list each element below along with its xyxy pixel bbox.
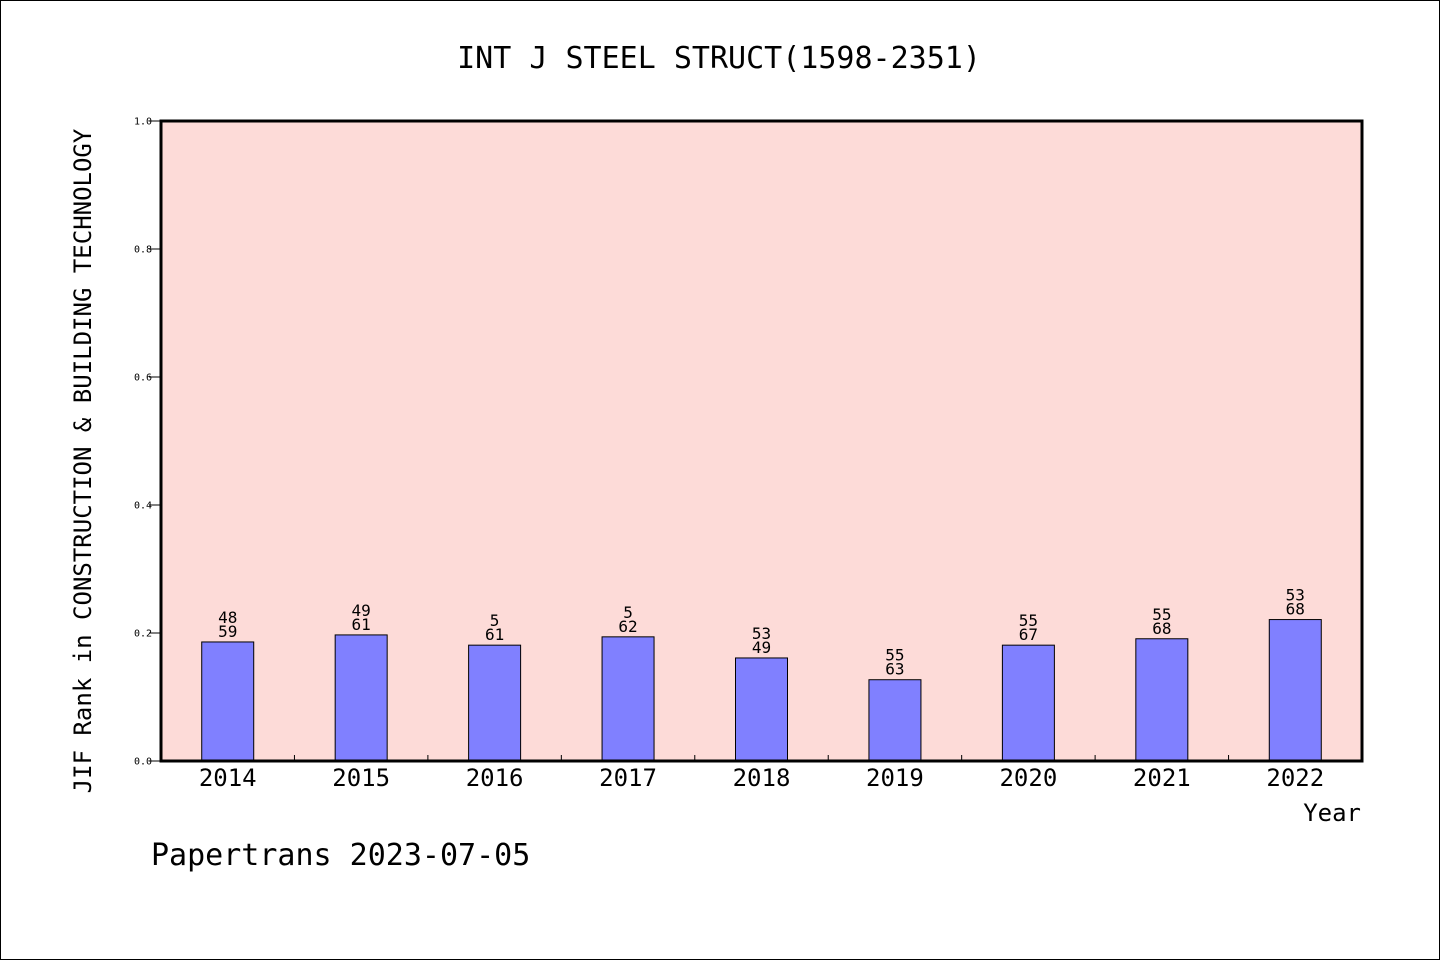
bar-label-top-2016: 5 bbox=[490, 611, 500, 630]
bar-2021 bbox=[1135, 638, 1189, 762]
bar-label-top-2022: 53 bbox=[1286, 586, 1305, 605]
bar-label-bottom-2018: 49 bbox=[752, 638, 771, 657]
chart-title: INT J STEEL STRUCT(1598-2351) bbox=[457, 41, 981, 76]
bar-2022 bbox=[1268, 619, 1322, 762]
x-tick-label-2015: 2015 bbox=[332, 764, 390, 792]
y-tick-label-0.0: 0.0 bbox=[134, 757, 152, 768]
bar-label-bottom-2015: 61 bbox=[352, 615, 371, 634]
bar-label-bottom-2019: 63 bbox=[885, 660, 904, 679]
bar-2014 bbox=[201, 641, 255, 762]
plot-border bbox=[159, 119, 1364, 763]
x-tick-label-2019: 2019 bbox=[866, 764, 924, 792]
y-tick-label-0.4: 0.4 bbox=[134, 501, 152, 512]
bar-2015 bbox=[334, 634, 388, 762]
x-tick-label-2018: 2018 bbox=[733, 764, 791, 792]
bar-2020 bbox=[1001, 644, 1055, 762]
bar-2017 bbox=[601, 636, 655, 762]
bar-label-bottom-2022: 68 bbox=[1286, 600, 1305, 619]
bar-label-top-2018: 53 bbox=[752, 624, 771, 643]
bar-2018 bbox=[735, 657, 788, 762]
bar-label-top-2020: 55 bbox=[1019, 611, 1038, 630]
y-tick-label-0.8: 0.8 bbox=[134, 245, 152, 256]
bar-label-top-2021: 55 bbox=[1152, 605, 1171, 624]
x-tick-label-2014: 2014 bbox=[199, 764, 257, 792]
x-tick-label-2020: 2020 bbox=[999, 764, 1057, 792]
bar-label-bottom-2014: 59 bbox=[218, 622, 237, 641]
bar-label-bottom-2020: 67 bbox=[1019, 625, 1038, 644]
x-tick-label-2021: 2021 bbox=[1133, 764, 1191, 792]
bar-label-top-2019: 55 bbox=[885, 646, 904, 665]
bar-2019 bbox=[868, 679, 922, 762]
x-tick-label-2016: 2016 bbox=[466, 764, 524, 792]
bar-label-bottom-2021: 68 bbox=[1152, 619, 1171, 638]
bar-label-bottom-2017: 62 bbox=[618, 617, 637, 636]
x-tick-label-2022: 2022 bbox=[1266, 764, 1324, 792]
x-axis-label: Year bbox=[1303, 799, 1361, 827]
y-tick-label-1.0: 1.0 bbox=[134, 117, 152, 128]
x-tick-label-2017: 2017 bbox=[599, 764, 657, 792]
bar-label-top-2014: 48 bbox=[218, 608, 237, 627]
bar-2016 bbox=[468, 644, 522, 762]
bar-label-bottom-2016: 61 bbox=[485, 625, 504, 644]
y-axis-label: JIF Rank in CONSTRUCTION & BUILDING TECH… bbox=[69, 128, 97, 793]
footer-text: Papertrans 2023-07-05 bbox=[151, 838, 530, 873]
y-tick-label-0.6: 0.6 bbox=[134, 373, 152, 384]
y-tick-label-0.2: 0.2 bbox=[134, 629, 152, 640]
bar-label-top-2015: 49 bbox=[352, 601, 371, 620]
bar-label-top-2017: 5 bbox=[623, 603, 633, 622]
